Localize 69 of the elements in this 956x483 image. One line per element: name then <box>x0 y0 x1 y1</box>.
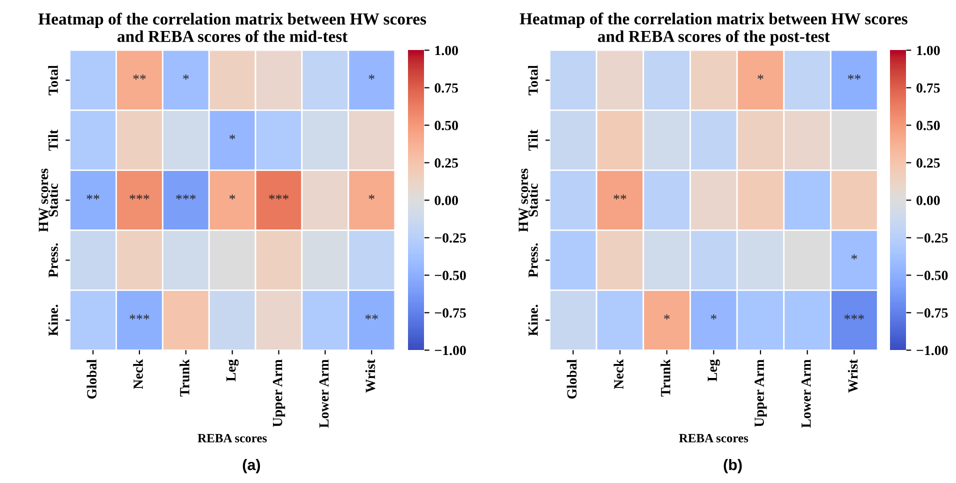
color-bar-label: 1.00 <box>435 46 458 56</box>
y-axis-title: HW scores <box>38 168 48 232</box>
x-tick-label: Trunk <box>180 359 190 397</box>
color-bar-label: 0.25 <box>434 158 458 168</box>
y-tick-label: Press. <box>48 243 58 278</box>
y-tick-label: Static <box>48 184 58 216</box>
y-tick-label: Total <box>48 65 58 96</box>
color-bar-label: 0.00 <box>916 196 940 206</box>
color-bar-label: −0.75 <box>916 308 948 318</box>
data-label: * <box>710 314 716 320</box>
data-label: ** <box>133 74 146 80</box>
color-bar-label: 0.75 <box>434 83 458 93</box>
y-tick-label: Tilt <box>48 130 58 151</box>
y-tick-label: Static <box>528 184 538 216</box>
data-label: * <box>230 134 236 140</box>
data-label: *** <box>176 194 196 200</box>
color-bar-label: −0.50 <box>434 270 466 280</box>
x-tick-label: Leg <box>226 359 239 382</box>
y-tick-label: Total <box>528 65 538 96</box>
text: (b) <box>724 458 742 474</box>
y-tick-label: Kine. <box>528 304 538 336</box>
color-bar-label: 1.00 <box>917 46 940 56</box>
x-axis-title: REBA scores <box>198 434 267 442</box>
x-tick-label: Upper Arm <box>754 359 767 427</box>
data-label: ** <box>614 194 626 200</box>
x-tick-label: Wrist <box>848 359 858 393</box>
x-tick-label: Lower Arm <box>802 359 811 428</box>
data-label: * <box>851 254 857 260</box>
data-label: * <box>758 74 764 80</box>
data-label: * <box>664 314 670 320</box>
color-bar-label: −0.50 <box>916 270 948 280</box>
data-label: ** <box>86 194 100 200</box>
x-tick-label: Trunk <box>660 359 670 397</box>
data-label: * <box>230 194 236 200</box>
x-tick-label: Wrist <box>365 359 376 393</box>
x-tick-label: Neck <box>133 359 143 390</box>
x-tick-label: Global <box>566 359 577 399</box>
color-bar-label: −1.00 <box>916 346 948 356</box>
chart-title: Heatmap of the correlation matrix between HW scores and REBA scores of the post-test <box>520 12 908 46</box>
data-label: * <box>368 74 374 80</box>
y-tick-label: Kine. <box>48 304 58 336</box>
color-bar-label: −0.25 <box>434 233 466 243</box>
color-bar-label: −1.00 <box>434 346 466 356</box>
x-tick-label: Neck <box>614 359 624 390</box>
data-label: *** <box>844 314 864 320</box>
color-bar-label: 0.50 <box>916 120 940 130</box>
x-tick-label: Leg <box>708 359 720 382</box>
color-bar-label: 0.75 <box>916 83 940 93</box>
color-bar-label: −0.75 <box>434 308 466 318</box>
x-tick-label: Lower Arm <box>319 359 329 428</box>
data-label: *** <box>130 314 150 320</box>
data-label: *** <box>130 194 150 200</box>
data-label: * <box>183 74 189 80</box>
text: (a) <box>242 458 260 474</box>
data-label: ** <box>365 314 378 320</box>
x-tick-label: Upper Arm <box>272 359 286 427</box>
data-label: ** <box>848 74 860 80</box>
color-bar-label: 0.50 <box>434 120 458 130</box>
y-axis-title: HW scores <box>518 168 528 232</box>
x-tick-label: Global <box>86 359 96 399</box>
data-label: * <box>368 194 374 200</box>
color-bar-label: −0.25 <box>916 233 948 243</box>
data-label: *** <box>269 194 288 200</box>
y-tick-label: Press. <box>528 243 538 278</box>
color-bar-label: 0.25 <box>916 158 940 168</box>
color-bar-label: 0.00 <box>434 196 458 206</box>
chart-title: Heatmap of the correlation matrix between HW scores and REBA scores of the mid-test <box>38 12 426 42</box>
y-tick-label: Tilt <box>528 130 538 151</box>
x-axis-title: REBA scores <box>679 434 748 442</box>
